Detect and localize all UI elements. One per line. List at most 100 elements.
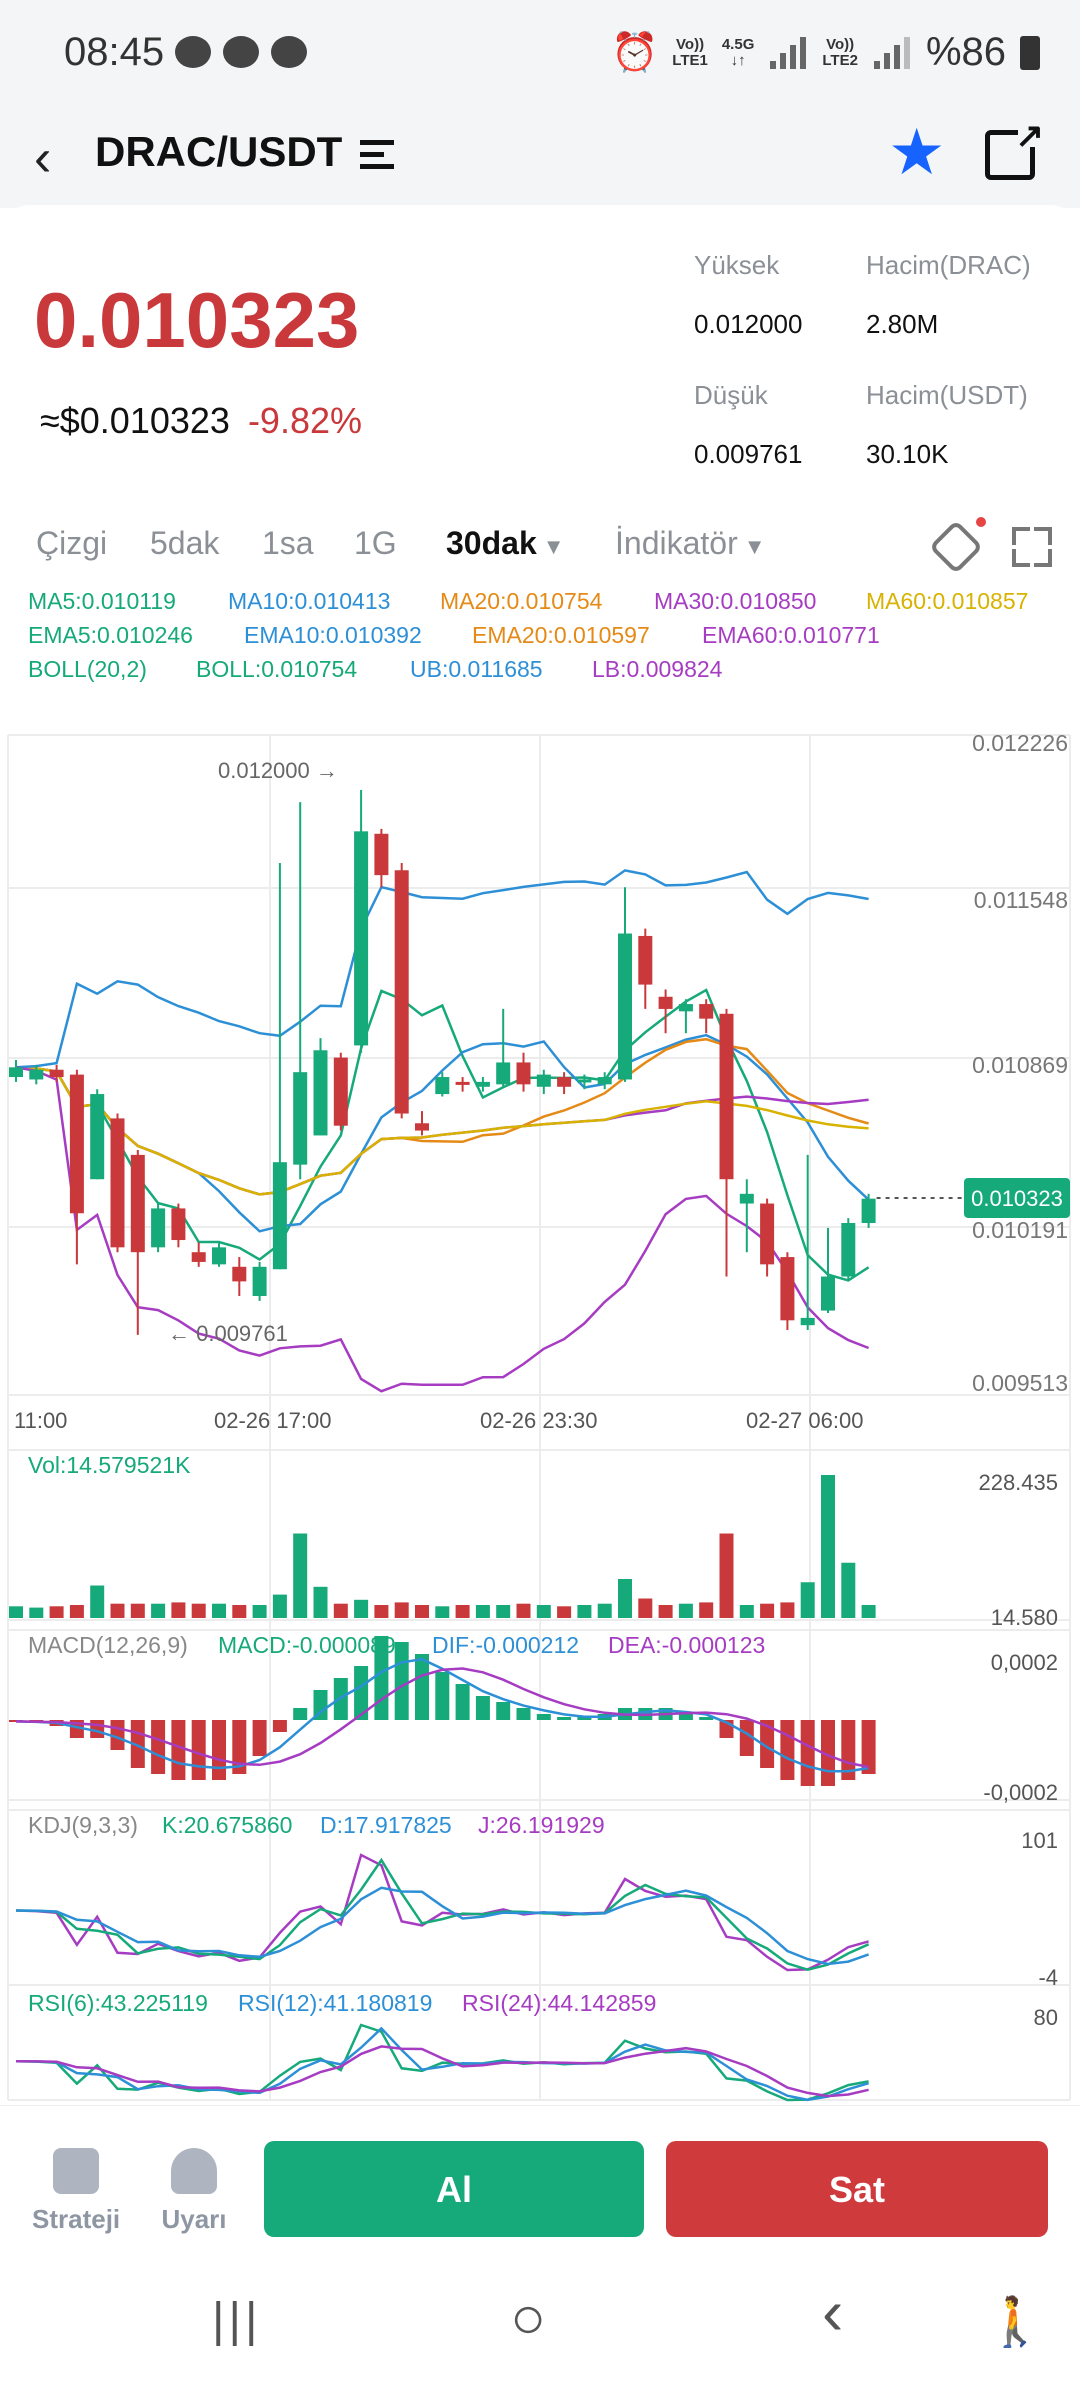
- volume-bar: [69, 1605, 84, 1618]
- menu-icon[interactable]: [360, 140, 394, 172]
- tab-30m[interactable]: 30dak ▼: [446, 525, 565, 561]
- volume-bar: [496, 1605, 511, 1618]
- candle: [618, 887, 632, 1082]
- tab-line[interactable]: Çizgi: [36, 525, 108, 561]
- macd-bar: [496, 1702, 511, 1720]
- candles: [9, 789, 876, 1335]
- candle: [800, 1154, 815, 1331]
- macd-tick: 0,0002: [991, 1650, 1058, 1675]
- clock: 08:45: [64, 30, 165, 74]
- settings-icon[interactable]: [928, 519, 984, 575]
- candle: [455, 1077, 470, 1092]
- macd-bar: [475, 1696, 490, 1720]
- candle: [49, 1064, 64, 1082]
- star-icon[interactable]: ★: [888, 116, 946, 188]
- price-tick: 0.012226: [972, 730, 1068, 756]
- price-tick: 0.010869: [972, 1052, 1068, 1078]
- volume-bar: [678, 1603, 693, 1618]
- buy-button[interactable]: Al: [264, 2141, 644, 2237]
- strategy-button[interactable]: Strateji: [32, 2148, 120, 2235]
- volume-bar: [130, 1603, 145, 1618]
- volume-bar: [597, 1603, 612, 1618]
- volume-bar: [638, 1598, 653, 1618]
- share-icon[interactable]: ↗: [985, 119, 1044, 180]
- macd-bar: [212, 1720, 226, 1780]
- legend-ema10: EMA10:0.010392: [244, 622, 422, 648]
- candle-body: [49, 1069, 64, 1078]
- candle: [151, 1203, 166, 1253]
- candle-body: [29, 1069, 44, 1080]
- candle-body: [678, 1004, 693, 1012]
- candle-body: [638, 935, 653, 985]
- macd-bar: [536, 1714, 551, 1720]
- candle-body: [374, 833, 389, 876]
- macd-bar: [191, 1720, 206, 1780]
- alert-button[interactable]: Uyarı: [150, 2148, 238, 2235]
- alarm-settings-icon: [171, 2148, 217, 2194]
- price-change: -9.82%: [247, 400, 363, 441]
- accessibility-icon[interactable]: 🚶: [985, 2296, 1045, 2349]
- recent-apps-button[interactable]: |||: [212, 2294, 262, 2347]
- candle-body: [800, 1317, 815, 1326]
- candle-body: [475, 1081, 490, 1087]
- candle-body: [780, 1257, 795, 1321]
- volume-bar: [374, 1605, 389, 1618]
- candle-body: [821, 1276, 835, 1311]
- macd-bar: [313, 1690, 328, 1720]
- volume-bar: [618, 1579, 632, 1618]
- tab-1d[interactable]: 1G: [354, 525, 397, 561]
- min-price-label: ← 0.009761: [168, 1321, 288, 1346]
- candle-body: [394, 870, 409, 1114]
- candle: [29, 1064, 44, 1085]
- candle: [272, 862, 287, 1270]
- candle-body: [90, 1094, 105, 1180]
- candle-body: [618, 933, 632, 1080]
- tab-1h[interactable]: 1sa: [262, 525, 314, 561]
- candle: [821, 1227, 835, 1314]
- candle-body: [333, 1057, 348, 1126]
- candle: [638, 928, 653, 1009]
- candle-body: [516, 1062, 531, 1085]
- kline-chart[interactable]: 0.012226 0.011548 0.010869 0.010191 0.009513…: [0, 720, 1080, 2105]
- back-button[interactable]: ‹: [822, 2276, 844, 2348]
- volume-bar: [577, 1605, 592, 1618]
- candle: [475, 1077, 490, 1092]
- legend-ema20: EMA20:0.010597: [472, 622, 650, 648]
- kdj-tick: 101: [1021, 1828, 1058, 1853]
- volume-bar: [212, 1603, 226, 1618]
- macd-dea-line: [15, 1667, 869, 1769]
- price-tick: 0.011548: [974, 887, 1068, 913]
- macd-bar: [739, 1720, 754, 1756]
- sell-button[interactable]: Sat: [666, 2141, 1048, 2237]
- volume-base-stat: Hacim(DRAC) 2.80M: [866, 250, 1031, 339]
- candle-body: [435, 1077, 450, 1095]
- macd-bar: [861, 1720, 876, 1774]
- legend-ema5: EMA5:0.010246: [28, 622, 193, 648]
- back-icon[interactable]: ‹: [34, 129, 52, 187]
- tab-5m[interactable]: 5dak: [150, 525, 220, 561]
- price-card: 0.010323 ≈$0.010323 -9.82% Yüksek 0.012000…: [0, 205, 1080, 495]
- volume-bar: [313, 1586, 328, 1618]
- candle: [760, 1198, 775, 1277]
- macd-bar: [841, 1720, 856, 1780]
- telegram-icon: [175, 36, 211, 68]
- volume-bar: [272, 1594, 287, 1618]
- fullscreen-icon[interactable]: [1012, 527, 1052, 567]
- volume-bar: [455, 1605, 470, 1618]
- volume-bar: [861, 1605, 876, 1618]
- signal-icon: [768, 36, 808, 69]
- top-bar: ‹ DRAC/USDT ★ ↗: [0, 108, 1080, 208]
- candle: [212, 1242, 226, 1267]
- last-price-tag: [964, 1177, 1070, 1218]
- candle-body: [110, 1118, 125, 1248]
- candle-body: [760, 1203, 775, 1265]
- pair-title[interactable]: DRAC/USDT: [95, 128, 343, 175]
- price-axis: 0.012226 0.011548 0.010869 0.010191 0.009513…: [168, 730, 1070, 1396]
- price-tick: 0.009513: [972, 1370, 1068, 1396]
- candle: [536, 1069, 551, 1095]
- time-tick: 02-26 17:00: [214, 1408, 332, 1433]
- candle: [293, 802, 308, 1180]
- tab-indicator[interactable]: İndikatör ▼: [615, 525, 766, 561]
- rsi-tick: 80: [1034, 2005, 1058, 2030]
- home-button[interactable]: ○: [510, 2284, 547, 2351]
